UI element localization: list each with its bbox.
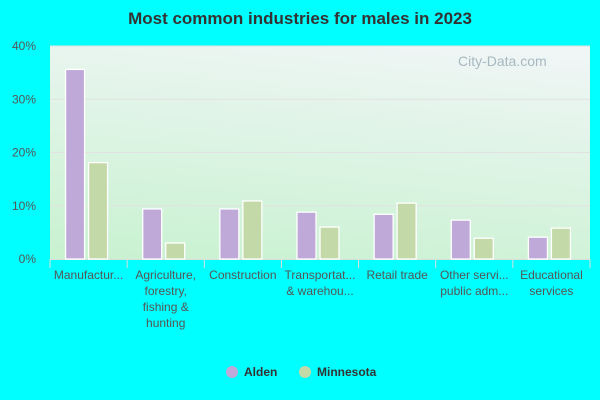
legend-swatch — [226, 366, 238, 378]
bar-alden[interactable] — [296, 211, 317, 260]
x-tick-label: Transportat... & warehou... — [285, 268, 356, 298]
y-tick-label: 40% — [12, 39, 36, 53]
bar-minnesota[interactable] — [319, 226, 340, 260]
legend-item-minnesota: Minnesota — [299, 365, 377, 379]
bar-alden[interactable] — [450, 219, 471, 260]
bar-alden[interactable] — [373, 213, 394, 260]
y-tick-label: 10% — [12, 199, 36, 213]
x-tick-label: Educational services — [520, 268, 583, 298]
y-tick-label: 20% — [12, 146, 36, 160]
legend-label: Alden — [244, 365, 277, 379]
x-tick-label: Retail trade — [366, 268, 428, 282]
legend-item-alden: Alden — [226, 365, 277, 379]
x-tick-label: Construction — [209, 268, 276, 282]
bar-minnesota[interactable] — [550, 227, 572, 260]
bar-alden[interactable] — [219, 208, 240, 260]
chart-title: Most common industries for males in 2023 — [128, 9, 472, 28]
legend-swatch — [299, 366, 311, 378]
watermark: City-Data.com — [458, 53, 547, 69]
bar-minnesota[interactable] — [396, 202, 417, 260]
bar-minnesota[interactable] — [473, 237, 494, 260]
bar-minnesota[interactable] — [165, 242, 186, 260]
bar-minnesota[interactable] — [87, 161, 109, 260]
bar-alden[interactable] — [527, 236, 549, 260]
x-tick-label: Other servi... public adm... — [440, 268, 509, 298]
legend-label: Minnesota — [317, 365, 377, 379]
bar-alden[interactable] — [64, 68, 86, 260]
bar-minnesota[interactable] — [242, 200, 263, 260]
y-tick-label: 0% — [19, 252, 37, 266]
x-tick-label: Agriculture, forestry, fishing & hunting — [135, 268, 196, 330]
y-tick-label: 30% — [12, 92, 36, 106]
bar-alden[interactable] — [142, 208, 163, 260]
x-tick-label: Manufactur... — [54, 268, 123, 282]
